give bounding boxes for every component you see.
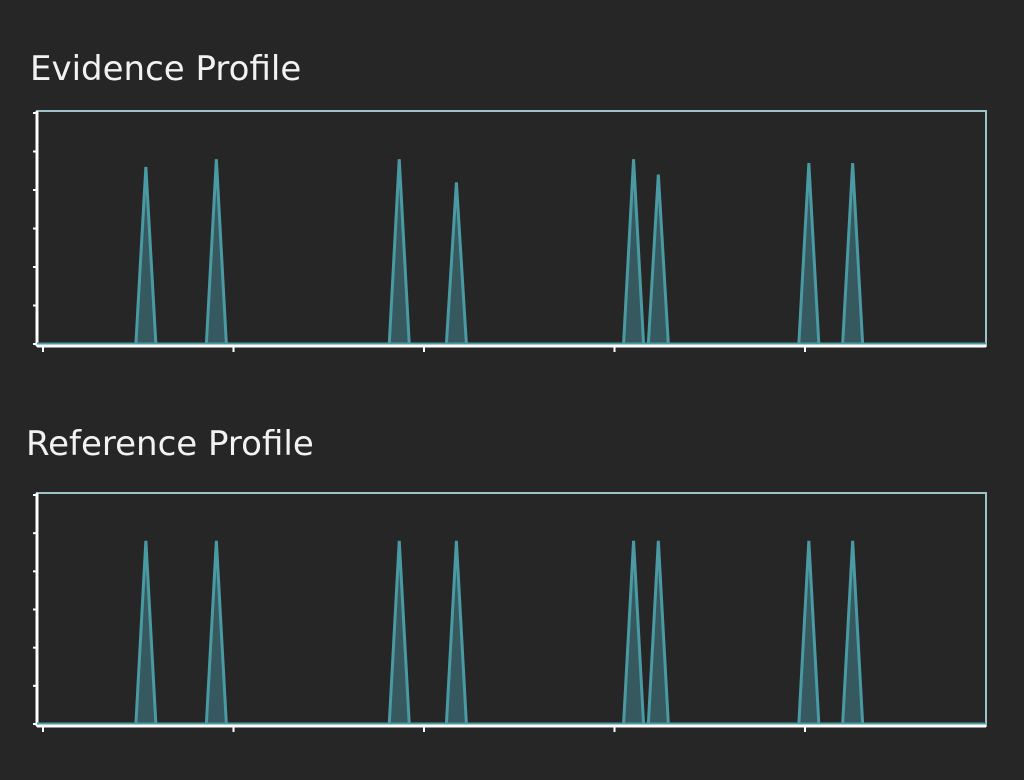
- peak: [387, 540, 411, 726]
- peak: [444, 182, 468, 346]
- peak: [797, 162, 821, 346]
- peak: [134, 166, 158, 346]
- peak: [204, 159, 228, 346]
- peak: [621, 540, 646, 726]
- peak: [646, 174, 670, 346]
- peak: [646, 540, 670, 726]
- peak: [841, 162, 865, 346]
- peak: [204, 540, 228, 726]
- peak: [841, 540, 865, 726]
- peak: [387, 159, 411, 346]
- peak: [621, 159, 646, 346]
- peak: [797, 540, 821, 726]
- peak: [444, 540, 468, 726]
- peak: [134, 540, 158, 726]
- chart-title: Reference Profile: [26, 424, 314, 464]
- chart-title: Evidence Profile: [30, 49, 301, 89]
